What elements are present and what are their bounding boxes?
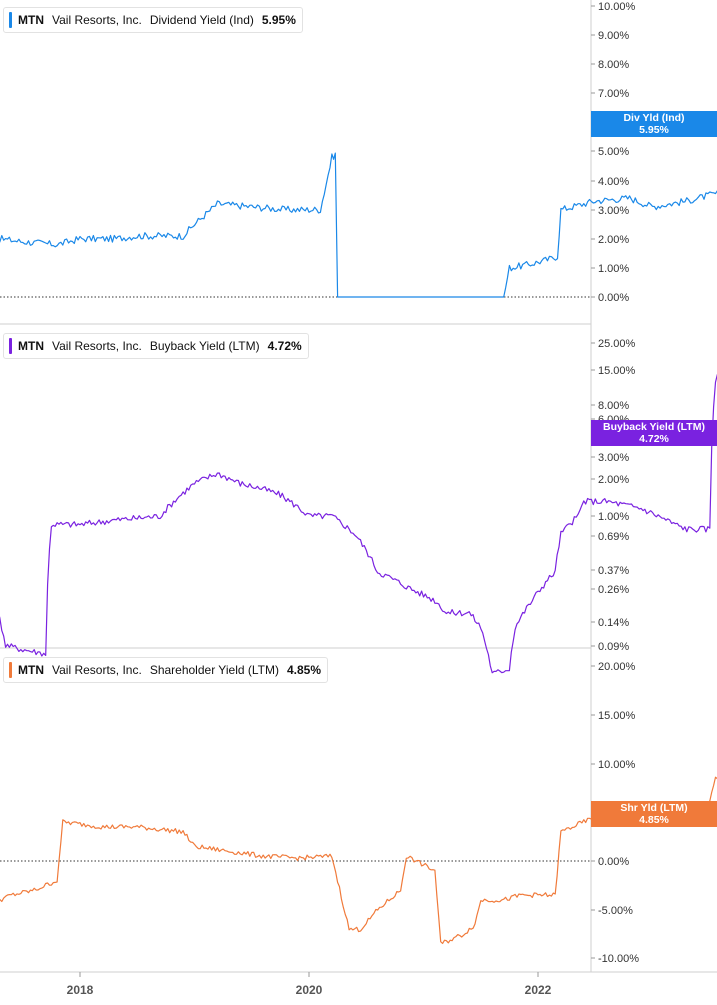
y-tick-label: -10.00% (598, 953, 639, 965)
panel-1: 10.00%9.00%8.00%7.00%6.00%5.00%4.00%3.00… (0, 1, 717, 304)
y-tick-label: 5.00% (598, 146, 629, 158)
legend-buyback-yield[interactable]: MTN Vail Resorts, Inc. Buyback Yield (LT… (3, 333, 309, 359)
y-tick-label: 0.37% (598, 565, 629, 577)
legend-value: 4.85% (286, 663, 322, 677)
legend-metric: Dividend Yield (Ind) (149, 13, 254, 27)
tag-label: Div Yld (Ind) (623, 112, 685, 124)
legend-ticker: MTN (18, 663, 44, 677)
legend-ticker: MTN (18, 13, 44, 27)
y-tick-label: 15.00% (598, 365, 636, 377)
tag-label: Buyback Yield (LTM) (603, 421, 705, 433)
y-tick-label: 9.00% (598, 30, 629, 42)
x-tick-label: 2020 (296, 983, 323, 997)
y-tick-label: 20.00% (598, 661, 636, 673)
legend-company: Vail Resorts, Inc. (52, 339, 142, 353)
last-value-tag-shareholder: Shr Yld (LTM) 4.85% (591, 801, 717, 827)
tag-value: 4.85% (639, 814, 669, 826)
series-line (0, 152, 717, 298)
series-color-swatch (9, 12, 12, 28)
series-line (0, 776, 717, 945)
series-color-swatch (9, 662, 12, 678)
series-line (0, 373, 717, 674)
y-tick-label: 8.00% (598, 400, 629, 412)
series-color-swatch (9, 338, 12, 354)
y-tick-label: 0.09% (598, 641, 629, 653)
x-tick-label: 2022 (525, 983, 552, 997)
tag-value: 5.95% (639, 124, 669, 136)
tag-value: 4.72% (639, 433, 669, 445)
y-tick-label: 2.00% (598, 474, 629, 486)
legend-metric: Shareholder Yield (LTM) (149, 663, 279, 677)
legend-value: 4.72% (267, 339, 302, 353)
y-tick-label: 25.00% (598, 338, 636, 350)
y-tick-label: 3.00% (598, 205, 629, 217)
y-tick-label: 3.00% (598, 452, 629, 464)
tag-label: Shr Yld (LTM) (620, 802, 688, 814)
y-tick-label: 4.00% (598, 176, 629, 188)
panel-2: 25.00%15.00%8.00%6.00%3.00%2.00%1.00%0.6… (0, 338, 717, 674)
legend-company: Vail Resorts, Inc. (52, 663, 142, 677)
y-tick-label: 0.26% (598, 584, 629, 596)
y-tick-label: 15.00% (598, 710, 636, 722)
legend-ticker: MTN (18, 339, 44, 353)
legend-metric: Buyback Yield (LTM) (149, 339, 260, 353)
last-value-tag-buyback: Buyback Yield (LTM) 4.72% (591, 420, 717, 446)
y-tick-label: 8.00% (598, 59, 629, 71)
legend-dividend-yield[interactable]: MTN Vail Resorts, Inc. Dividend Yield (I… (3, 7, 303, 33)
panel-3: 20.00%15.00%10.00%5.00%0.00%-5.00%-10.00… (0, 661, 717, 965)
y-tick-label: 2.00% (598, 234, 629, 246)
y-tick-label: -5.00% (598, 905, 633, 917)
y-tick-label: 0.00% (598, 856, 629, 868)
y-tick-label: 0.69% (598, 531, 629, 543)
y-tick-label: 10.00% (598, 759, 636, 771)
y-tick-label: 1.00% (598, 263, 629, 275)
legend-company: Vail Resorts, Inc. (52, 13, 142, 27)
y-tick-label: 7.00% (598, 88, 629, 100)
legend-value: 5.95% (261, 13, 296, 27)
x-tick-label: 2018 (67, 983, 94, 997)
y-tick-label: 10.00% (598, 1, 636, 13)
y-tick-label: 1.00% (598, 511, 629, 523)
last-value-tag-dividend: Div Yld (Ind) 5.95% (591, 111, 717, 137)
y-tick-label: 0.14% (598, 617, 629, 629)
y-tick-label: 0.00% (598, 292, 629, 304)
legend-shareholder-yield[interactable]: MTN Vail Resorts, Inc. Shareholder Yield… (3, 657, 329, 683)
